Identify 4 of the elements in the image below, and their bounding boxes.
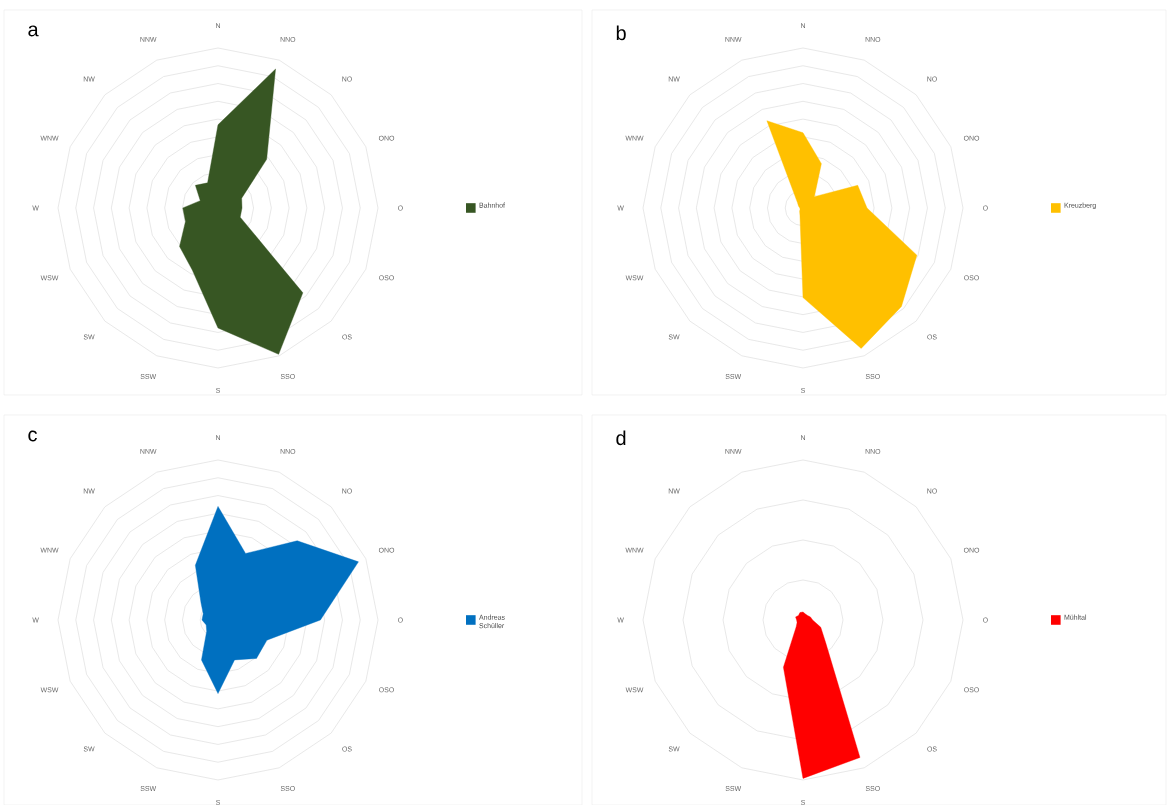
chart-title: b (616, 25, 626, 41)
chart-title: a (28, 25, 39, 37)
chart-title: c (28, 430, 37, 442)
chart-title: d (616, 430, 626, 446)
